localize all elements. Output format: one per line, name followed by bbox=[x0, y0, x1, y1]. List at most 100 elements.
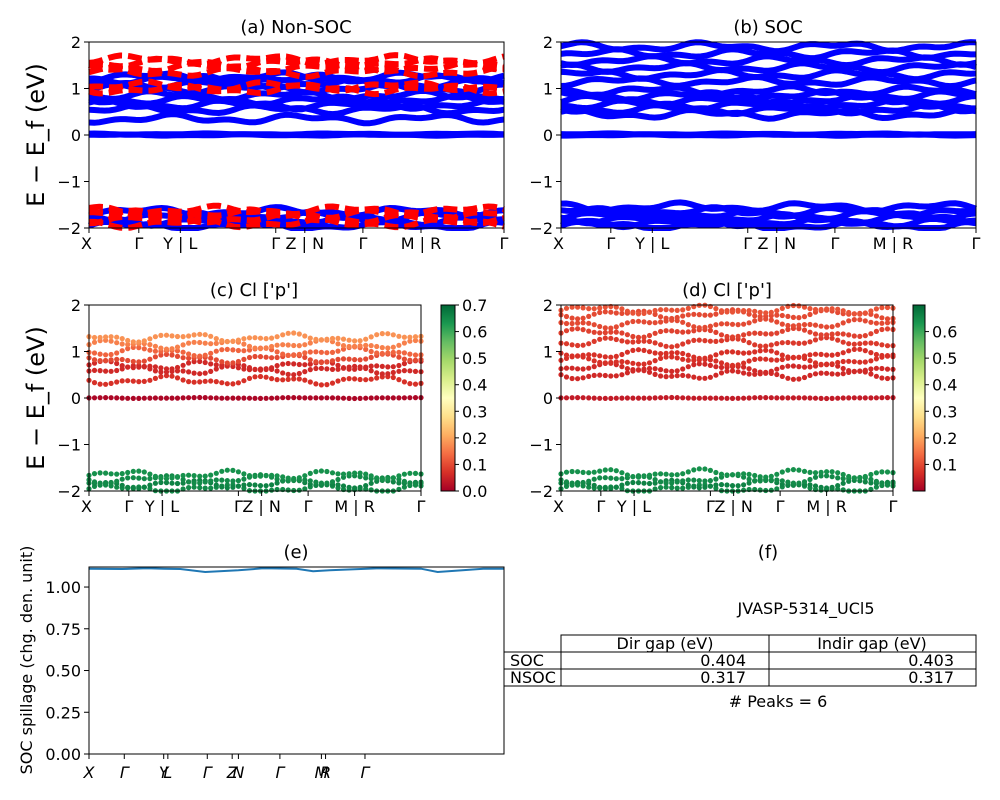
panel-c-point bbox=[191, 480, 197, 486]
panel-c-point bbox=[91, 350, 98, 356]
panel-c-point bbox=[385, 395, 391, 401]
panel-e-xticks: X Γ YL Γ ZN Γ MR Γ bbox=[83, 754, 371, 782]
panel-d-point bbox=[608, 325, 614, 331]
panel-c-point bbox=[230, 484, 236, 490]
panel-d-point bbox=[729, 362, 736, 368]
panel-d-point bbox=[774, 308, 780, 314]
panel-c-point bbox=[125, 337, 131, 344]
panel-c-point bbox=[119, 348, 125, 354]
panel-d-point bbox=[807, 358, 813, 364]
panel-d-point bbox=[619, 322, 625, 328]
panel-d-point bbox=[597, 372, 603, 378]
panel-c-point bbox=[174, 333, 181, 340]
panel-c-point bbox=[407, 381, 413, 387]
panel-c-point bbox=[108, 395, 114, 401]
panel-d-point bbox=[752, 356, 758, 362]
panel-b-ytick-label: 0 bbox=[543, 126, 553, 145]
panel-d-point bbox=[641, 473, 647, 480]
panel-c-point bbox=[241, 356, 247, 362]
panel-e-xtick-label: Z bbox=[226, 763, 239, 782]
panel-a-plot bbox=[88, 52, 505, 232]
panel-d-point bbox=[868, 319, 874, 325]
panel-c-point bbox=[119, 395, 125, 401]
panel-c-point bbox=[191, 473, 197, 479]
panel-d-point bbox=[724, 349, 730, 355]
panel-d-point bbox=[807, 364, 813, 370]
panel-d-point bbox=[862, 333, 868, 339]
panel-b-band-0-13 bbox=[561, 83, 977, 99]
panel-d-point bbox=[718, 482, 725, 488]
panel-d-point bbox=[718, 395, 725, 401]
panel-c-point bbox=[329, 366, 336, 372]
panel-d-colorbar-label: 0.2 bbox=[932, 429, 957, 448]
panel-d-point bbox=[586, 320, 592, 326]
panel-d-point bbox=[790, 340, 797, 346]
panel-d-point bbox=[669, 354, 675, 360]
panel-c-point bbox=[136, 339, 142, 345]
panel-c-colorbar-label: 0.6 bbox=[462, 323, 487, 342]
panel-d-ytick-label: 1 bbox=[543, 343, 553, 362]
panel-c-point bbox=[368, 480, 374, 486]
panel-d-point bbox=[658, 471, 664, 477]
panel-d-point bbox=[846, 368, 852, 374]
panel-d-point bbox=[884, 343, 891, 349]
panel-c-point bbox=[208, 341, 214, 347]
panel-d-point bbox=[663, 480, 669, 486]
panel-c-title: (c) Cl ['p'] bbox=[210, 280, 298, 301]
panel-d-point bbox=[746, 358, 752, 364]
panel-c-point bbox=[130, 358, 136, 365]
panel-c-point bbox=[379, 363, 385, 369]
panel-d-point bbox=[879, 352, 885, 359]
panel-c-point bbox=[186, 395, 192, 401]
panel-d-point bbox=[735, 362, 741, 368]
panel-d-point bbox=[774, 350, 780, 356]
gap-table-row-nsoc-dir: 0.317 bbox=[700, 668, 746, 687]
panel-d-point bbox=[785, 395, 791, 401]
panel-d-point bbox=[569, 468, 575, 475]
panel-b-plot bbox=[560, 39, 977, 231]
panel-d-point bbox=[619, 351, 625, 358]
panel-a-ytick-label: −1 bbox=[57, 173, 81, 192]
panel-d-point bbox=[674, 350, 680, 356]
panel-d-point bbox=[652, 471, 658, 477]
panel-d-point bbox=[757, 314, 763, 320]
panel-c-point bbox=[147, 363, 153, 369]
panel-c-point bbox=[379, 345, 385, 351]
panel-c-point bbox=[114, 340, 120, 346]
panel-c-point bbox=[125, 364, 131, 370]
panel-d-point bbox=[658, 479, 664, 485]
panel-c-point bbox=[302, 342, 308, 348]
panel-c-point bbox=[152, 364, 158, 370]
panel-d-point bbox=[774, 486, 780, 492]
panel-c-point bbox=[385, 345, 391, 351]
panel-d-point bbox=[674, 355, 680, 361]
panel-c-point bbox=[136, 345, 142, 351]
panel-c-point bbox=[246, 365, 253, 371]
panel-c-point bbox=[374, 363, 380, 369]
panel-c-point bbox=[97, 368, 103, 374]
panel-d-point bbox=[707, 354, 714, 360]
panel-a-xticks: X Γ Y | L Γ Z | N Γ M | R Γ bbox=[81, 228, 509, 253]
panel-c-point bbox=[269, 376, 275, 382]
panel-d-point bbox=[851, 317, 857, 323]
panel-c-point bbox=[329, 395, 336, 401]
panel-d-point bbox=[713, 364, 719, 370]
panel-c-point bbox=[208, 478, 214, 484]
panel-d-point bbox=[862, 473, 868, 480]
panel-c-point bbox=[285, 475, 291, 481]
panel-c-point bbox=[396, 349, 402, 355]
panel-d-point bbox=[718, 321, 725, 327]
panel-d-point bbox=[840, 487, 846, 493]
panel-d-point bbox=[569, 342, 575, 348]
panel-d-point bbox=[840, 358, 846, 365]
panel-c-point bbox=[91, 339, 98, 345]
panel-c-point bbox=[407, 470, 413, 476]
panel-d-point bbox=[624, 395, 631, 401]
panel-d-point bbox=[873, 328, 880, 334]
panel-d-point bbox=[868, 308, 874, 314]
panel-d-point bbox=[641, 480, 647, 486]
panel-c-point bbox=[235, 337, 241, 343]
panel-d-point bbox=[818, 484, 824, 490]
panel-c-point bbox=[241, 341, 247, 347]
panel-d-point bbox=[846, 395, 852, 401]
